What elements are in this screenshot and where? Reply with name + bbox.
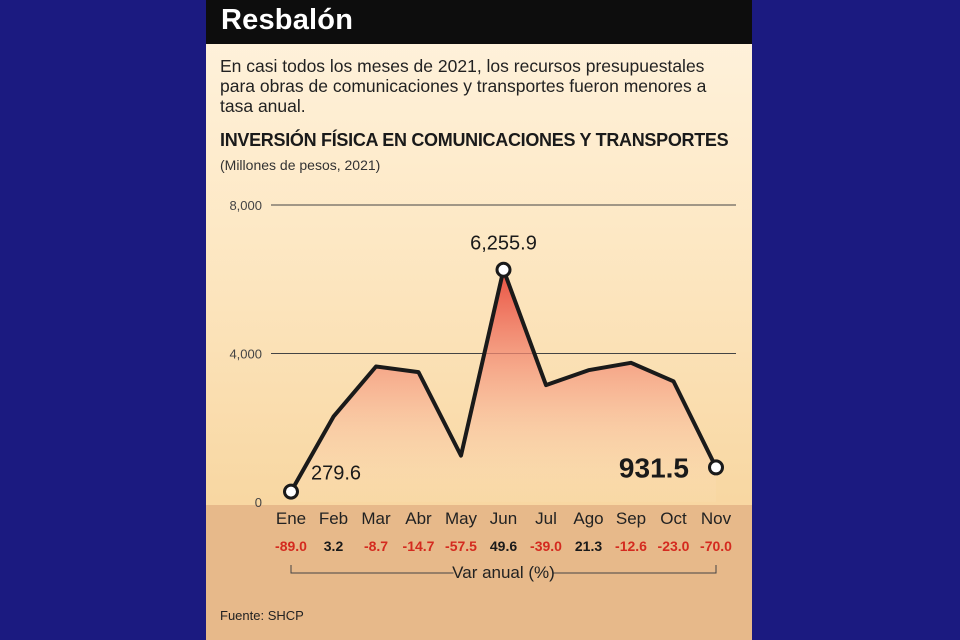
bracket-label-bg xyxy=(453,567,554,581)
x-tick-label: May xyxy=(445,509,478,528)
x-tick-label: Jul xyxy=(535,509,557,528)
y-tick-label: 4,000 xyxy=(229,347,262,362)
var-anual-value: -12.6 xyxy=(615,538,647,554)
data-label: 931.5 xyxy=(619,452,689,483)
var-anual-value: -14.7 xyxy=(403,538,435,554)
header-title: Resbalón xyxy=(221,4,354,36)
y-tick-label: 8,000 xyxy=(229,198,262,213)
var-anual-value: 3.2 xyxy=(324,538,344,554)
x-tick-label: Nov xyxy=(701,509,732,528)
x-tick-label: Mar xyxy=(361,509,391,528)
area-fill xyxy=(291,269,716,502)
header-bar: Resbalón xyxy=(206,0,752,44)
point-markers xyxy=(283,261,724,500)
x-tick-label: Feb xyxy=(319,509,348,528)
var-anual-value: -57.5 xyxy=(445,538,477,554)
var-anual-value: -70.0 xyxy=(700,538,732,554)
x-tick-label: Ene xyxy=(276,509,306,528)
data-label: 279.6 xyxy=(311,463,361,485)
x-tick-label: Sep xyxy=(616,509,646,528)
y-axis-ticks: 0 4,000 8,000 xyxy=(229,198,262,510)
var-anual-values: -89.0 3.2 -8.7 -14.7 -57.5 49.6 -39.0 21.3 -12.6… xyxy=(275,538,732,554)
var-anual-value: -89.0 xyxy=(275,538,307,554)
var-anual-value: -39.0 xyxy=(530,538,562,554)
var-anual-value: 49.6 xyxy=(490,538,517,554)
x-tick-label: Jun xyxy=(490,509,517,528)
x-tick-label: Oct xyxy=(660,509,687,528)
source-note: Fuente: SHCP xyxy=(220,608,304,623)
point-marker xyxy=(708,459,724,476)
var-anual-value: -8.7 xyxy=(364,538,388,554)
var-anual-bracket: Var anual (%) xyxy=(290,563,717,582)
var-anual-value: -23.0 xyxy=(658,538,690,554)
annotations: 279.6 6,255.9 931.5 xyxy=(311,233,689,485)
point-marker xyxy=(283,483,299,500)
x-tick-label: Ago xyxy=(573,509,603,528)
x-axis-labels: Ene Feb Mar Abr May Jun Jul Ago Sep Oct Nov xyxy=(276,509,732,528)
var-anual-value: 21.3 xyxy=(575,538,602,554)
var-anual-label: Var anual (%) xyxy=(452,563,555,582)
subtitle: En casi todos los meses de 2021, los rec… xyxy=(220,56,707,116)
x-tick-label: Abr xyxy=(405,509,432,528)
chart-title: INVERSIÓN FÍSICA EN COMUNICACIONES Y TRA… xyxy=(220,130,729,150)
y-tick-label: 0 xyxy=(255,495,262,510)
chart-unit: (Millones de pesos, 2021) xyxy=(220,157,381,173)
point-marker xyxy=(495,261,512,278)
infographic-panel: Resbalón En casi todos los meses de 2021… xyxy=(206,0,752,640)
area-chart: 0 4,000 8,000 279.6 6,255.9 931.5 Ene Feb Mar A… xyxy=(229,198,736,582)
data-label: 6,255.9 xyxy=(470,233,537,255)
